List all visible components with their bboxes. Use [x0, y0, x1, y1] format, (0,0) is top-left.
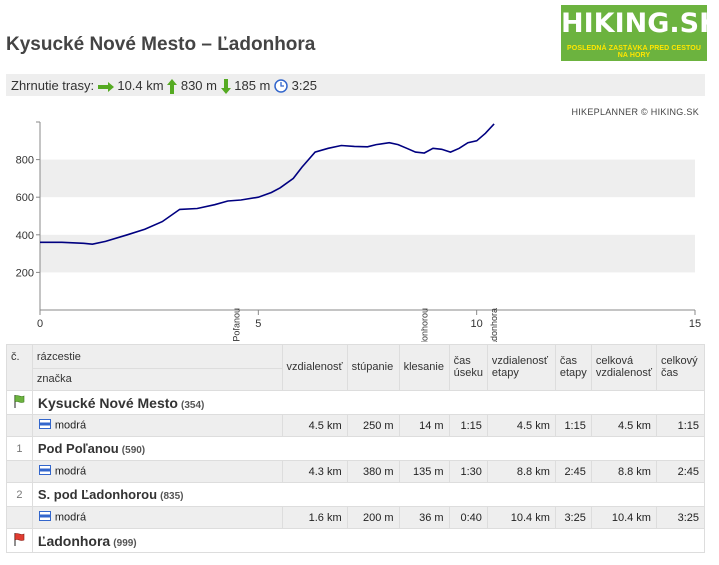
segment-time: 1:30 [448, 460, 488, 483]
header-total-time: celkový čas [655, 344, 706, 391]
table-row-segment: modrá 4.5 km 250 m 14 m 1:15 4.5 km 1:15… [6, 414, 706, 437]
header-index: č. [6, 344, 33, 391]
segment-ascent: 200 m [346, 506, 400, 529]
segment-descent: 36 m [398, 506, 450, 529]
grid-band [40, 159, 695, 198]
elevation-line [40, 123, 495, 246]
segment-total-distance: 4.5 km [590, 414, 657, 437]
table-row-stop: Kysucké Nové Mesto (354) [6, 390, 706, 415]
stop-altitude: (590) [121, 445, 146, 456]
x-tick-label: 5 [255, 318, 261, 330]
table-row-stop: 1 Pod Poľanou (590) [6, 436, 706, 461]
header-mark: značka [31, 368, 283, 391]
y-tick-label: 600 [16, 192, 34, 204]
route-table: č. rázcestie vzdialenosť stúpanie klesan… [6, 344, 706, 553]
segment-total-time: 2:45 [655, 460, 706, 483]
x-tick-label: 15 [689, 318, 701, 330]
stop-name: Pod Poľanou [37, 441, 119, 456]
blue-trail-mark-icon [38, 419, 51, 432]
waypoint-marker-label: Pod Poľanou [232, 308, 242, 342]
header-stage-time: čas etapy [554, 344, 592, 391]
segment-stage-distance: 10.4 km [486, 506, 556, 529]
blue-trail-mark-icon [38, 511, 51, 524]
header-total-distance: celková vzdialenosť [590, 344, 657, 391]
page-title: Kysucké Nové Mesto – Ľadonhora [6, 34, 316, 55]
ascent-arrow-icon [167, 78, 181, 94]
segment-mark: modrá [54, 511, 87, 524]
segment-total-time: 1:15 [655, 414, 706, 437]
segment-descent: 14 m [398, 414, 450, 437]
table-row-segment: modrá 1.6 km 200 m 36 m 0:40 10.4 km 3:2… [6, 506, 706, 529]
table-row-segment: modrá 4.3 km 380 m 135 m 1:30 8.8 km 2:4… [6, 460, 706, 483]
header-segment-time: čas úseku [448, 344, 488, 391]
summary-descent: 185 m [234, 78, 271, 94]
x-tick-label: 10 [471, 318, 483, 330]
stop-altitude: (835) [160, 491, 184, 502]
segment-mark: modrá [54, 419, 87, 432]
segment-stage-time: 1:15 [554, 414, 592, 437]
clock-icon [274, 78, 292, 94]
y-tick-label: 400 [16, 230, 34, 242]
summary-time: 3:25 [291, 78, 317, 94]
table-row-stop: Ľadonhora (999) [6, 528, 706, 553]
segment-distance: 4.3 km [281, 460, 348, 483]
summary-distance: 10.4 km [117, 78, 164, 94]
table-row-stop: 2 S. pod Ľadonhorou (835) [6, 482, 706, 507]
segment-time: 1:15 [448, 414, 488, 437]
header-ascent: stúpanie [346, 344, 400, 391]
waypoint-marker-label: S. pod Ľadonhorou [419, 308, 429, 342]
y-tick-label: 800 [16, 155, 34, 167]
stop-name: Kysucké Nové Mesto [37, 394, 178, 411]
stop-name: Ľadonhora [37, 532, 111, 549]
segment-ascent: 380 m [346, 460, 400, 483]
stop-cell[interactable]: Ľadonhora (999) [31, 528, 706, 553]
segment-stage-time: 3:25 [554, 506, 592, 529]
summary-label: Zhrnutie trasy: [11, 78, 95, 94]
segment-ascent: 250 m [346, 414, 400, 437]
stop-index: 2 [6, 482, 33, 507]
stop-index: 1 [6, 436, 33, 461]
header-descent: klesanie [398, 344, 450, 391]
stop-cell[interactable]: Kysucké Nové Mesto (354) [31, 390, 706, 415]
stop-name: S. pod Ľadonhorou [37, 487, 158, 502]
header-junction: rázcestie [31, 344, 283, 369]
chart-credit: HIKEPLANNER © HIKING.SK [571, 107, 699, 117]
distance-arrow-icon [97, 78, 118, 93]
segment-stage-time: 2:45 [554, 460, 592, 483]
stop-cell[interactable]: Pod Poľanou (590) [31, 436, 706, 461]
descent-arrow-icon [220, 78, 235, 94]
segment-stage-distance: 8.8 km [486, 460, 556, 483]
start-flag-icon [6, 390, 33, 415]
logo-text: HIKING.SK [561, 8, 719, 39]
grid-band [40, 234, 695, 273]
segment-distance: 4.5 km [281, 414, 348, 437]
header-stage-distance: vzdialenosť etapy [486, 344, 556, 391]
header-distance: vzdialenosť [281, 344, 348, 391]
stop-altitude: (999) [113, 537, 137, 549]
end-flag-icon [6, 528, 33, 553]
summary-ascent: 830 m [180, 78, 217, 94]
logo-tagline: POSLEDNÁ ZASTÁVKA PRED CESTOU NA HORY [567, 45, 701, 59]
elevation-chart: 200 400 600 800 0 5 10 15 Pod Poľanou S. pod Ľado… [16, 121, 701, 342]
segment-total-time: 3:25 [655, 506, 706, 529]
segment-distance: 1.6 km [281, 506, 348, 529]
hiking-sk-logo[interactable]: HIKING.SK POSLEDNÁ ZASTÁVKA PRED CESTOU … [561, 5, 719, 61]
segment-descent: 135 m [398, 460, 450, 483]
x-tick-label: 0 [37, 318, 43, 330]
y-tick-label: 200 [16, 267, 34, 279]
segment-time: 0:40 [448, 506, 488, 529]
route-summary: Zhrnutie trasy: 10.4 km 830 m 185 m 3:25 [6, 74, 705, 96]
segment-total-distance: 10.4 km [590, 506, 657, 529]
segment-stage-distance: 4.5 km [486, 414, 556, 437]
stop-cell[interactable]: S. pod Ľadonhorou (835) [31, 482, 706, 507]
waypoint-marker-label: Ľadonhora [489, 308, 499, 342]
segment-mark: modrá [54, 465, 87, 478]
segment-total-distance: 8.8 km [590, 460, 657, 483]
blue-trail-mark-icon [38, 465, 51, 478]
stop-altitude: (354) [181, 399, 205, 411]
